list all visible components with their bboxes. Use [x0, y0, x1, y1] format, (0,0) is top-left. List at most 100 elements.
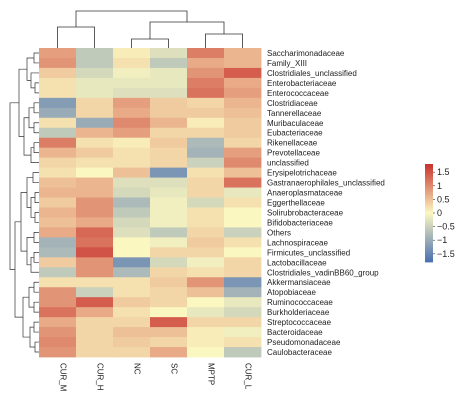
heatmap-cell	[113, 317, 151, 328]
row-label: Enterococcaceae	[267, 89, 329, 98]
heatmap-cells	[39, 48, 262, 358]
heatmap-cell	[39, 107, 77, 119]
row-label: Prevotellaceae	[267, 149, 320, 158]
legend-gradient-step	[425, 255, 433, 258]
heatmap-cell	[150, 157, 188, 169]
dendrogram-branch	[30, 147, 39, 163]
dendrogram-branch	[28, 286, 34, 308]
heatmap-cell	[224, 317, 262, 328]
row-label: Eubacteriaceae	[267, 129, 323, 138]
dendrogram-branch	[33, 232, 39, 243]
row-label: Clostridiaceae	[267, 99, 318, 108]
row-label: Pseudomonadaceae	[267, 338, 341, 347]
heatmap-cell	[39, 167, 77, 178]
heatmap-cell	[187, 167, 225, 178]
heatmap-cell	[76, 197, 114, 208]
heatmap-cell	[76, 117, 114, 129]
legend-gradient-step	[425, 188, 433, 191]
legend-gradient-step	[425, 191, 433, 194]
heatmap-cell	[39, 207, 77, 218]
heatmap-cell	[224, 227, 262, 238]
heatmap-cell	[187, 67, 225, 79]
heatmap-cell	[187, 307, 225, 318]
legend-gradient-step	[425, 226, 433, 229]
heatmap-cell	[150, 247, 188, 258]
heatmap-cell	[187, 97, 225, 109]
heatmap-cell	[113, 277, 151, 288]
dendrogram-branch	[131, 38, 169, 48]
heatmap-cell	[187, 197, 225, 208]
heatmap-cell	[224, 117, 262, 129]
heatmap-cell	[39, 327, 77, 338]
heatmap-cell	[39, 347, 77, 358]
legend-gradient-step	[425, 244, 433, 247]
legend-gradient-step	[425, 242, 433, 245]
row-label: Family_XIII	[267, 59, 307, 68]
heatmap-cell	[150, 48, 188, 59]
heatmap-cell	[113, 77, 151, 89]
row-label: Lactobacillaceae	[267, 258, 327, 267]
heatmap-cell	[113, 327, 151, 338]
heatmap-cell	[39, 147, 77, 159]
heatmap-cell	[113, 337, 151, 348]
heatmap-cell	[113, 87, 151, 99]
heatmap-cell	[224, 67, 262, 79]
legend-gradient-step	[425, 199, 433, 202]
legend-gradient-step	[425, 204, 433, 207]
dendrogram-branch	[205, 33, 243, 48]
heatmap-cell	[187, 177, 225, 188]
heatmap-cell	[39, 187, 77, 198]
heatmap-cell	[187, 227, 225, 238]
legend-tick-label: 1	[437, 181, 442, 191]
heatmap-cell	[224, 277, 262, 288]
heatmap-cell	[224, 237, 262, 248]
dendrogram-branch	[33, 251, 39, 263]
legend-gradient-step	[425, 173, 433, 176]
row-label: Atopobiaceae	[267, 288, 316, 297]
heatmap-cell	[39, 117, 77, 129]
row-label: Clostridiales_vadinBB60_group	[267, 268, 379, 277]
row-label: Firmicutes_unclassified	[267, 248, 350, 257]
heatmap-cell	[187, 57, 225, 69]
heatmap-cell	[39, 307, 77, 318]
dendrogram-branch	[32, 172, 39, 183]
column-label: NC	[133, 363, 142, 375]
heatmap-cell	[224, 157, 262, 169]
row-label: Tannerellaceae	[267, 109, 322, 118]
heatmap-cell	[187, 187, 225, 198]
heatmap-cell	[76, 77, 114, 89]
heatmap-cell	[224, 307, 262, 318]
row-label: Muribaculaceae	[267, 119, 324, 128]
heatmap-cell	[76, 167, 114, 178]
heatmap-cell	[39, 137, 77, 149]
legend-gradient-step	[425, 247, 433, 250]
heatmap-cell	[187, 107, 225, 119]
heatmap-cell	[76, 57, 114, 69]
heatmap-cell	[113, 177, 151, 188]
heatmap-cell	[150, 137, 188, 149]
row-label: Solirubrobacteraceae	[267, 208, 344, 217]
heatmap-cell	[39, 277, 77, 288]
heatmap-cell	[187, 347, 225, 358]
legend-gradient-step	[425, 250, 433, 253]
heatmap-cell	[113, 307, 151, 318]
dendrogram-branch	[34, 341, 39, 353]
heatmap-cell	[39, 257, 77, 268]
heatmap-cell	[187, 157, 225, 169]
heatmap-cell	[150, 227, 188, 238]
heatmap-cell	[187, 337, 225, 348]
heatmap-cell	[113, 127, 151, 139]
column-labels: CUR_M CUR_H NC SC MPTP CUR_L	[59, 363, 253, 392]
legend-gradient-step	[425, 175, 433, 178]
heatmap-cell	[113, 297, 151, 308]
heatmap-cell	[76, 237, 114, 248]
heatmap-cell	[76, 87, 114, 99]
heatmap-cell	[187, 277, 225, 288]
heatmap-cell	[150, 117, 188, 129]
heatmap-cell	[187, 317, 225, 328]
heatmap-cell	[224, 247, 262, 258]
legend-gradient-step	[425, 219, 433, 222]
row-label: Streptococcaceae	[267, 318, 332, 327]
legend-gradient-step	[425, 232, 433, 235]
heatmap-cell	[39, 267, 77, 278]
